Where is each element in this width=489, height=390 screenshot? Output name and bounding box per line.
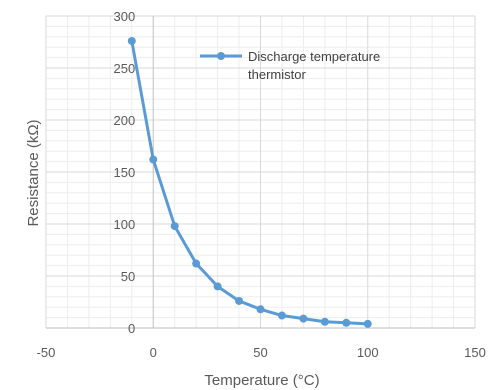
x-axis-title: Temperature (°C) [204,372,319,389]
data-point [170,222,179,231]
data-point [213,282,222,291]
y-tick-label: 300 [114,9,136,24]
legend-label: Discharge temperature thermistor [248,49,380,82]
data-point [235,296,244,305]
data-point [363,319,372,328]
y-tick-label: 200 [114,113,136,128]
legend-label-line: thermistor [248,67,306,82]
legend-label-line: Discharge temperature [248,49,380,64]
data-point [342,318,351,327]
legend: Discharge temperature thermistor [200,49,380,82]
y-tick-label: 250 [114,61,136,76]
tick-labels: -50 0 50 100 150 0 50 100 150 200 250 300 [37,9,486,360]
y-tick-label: 100 [114,217,136,232]
y-tick-label: 150 [114,165,136,180]
data-point [149,155,158,164]
series-layer [127,36,372,328]
data-point [256,305,265,314]
data-point [277,311,286,320]
x-tick-label: 100 [357,345,379,360]
major-gridlines [45,15,476,328]
data-point [192,259,201,268]
x-tick-label: 50 [253,345,267,360]
axes [46,16,475,329]
y-tick-label: 0 [128,321,135,336]
data-point [127,36,136,45]
x-tick-label: 150 [464,345,486,360]
x-tick-label: -50 [37,345,56,360]
y-axis-title: Resistance (kΩ) [25,119,42,226]
data-point [320,317,329,326]
legend-point-marker [217,52,225,60]
data-point [299,314,308,323]
x-tick-label: 0 [150,345,157,360]
y-tick-label: 50 [121,269,135,284]
